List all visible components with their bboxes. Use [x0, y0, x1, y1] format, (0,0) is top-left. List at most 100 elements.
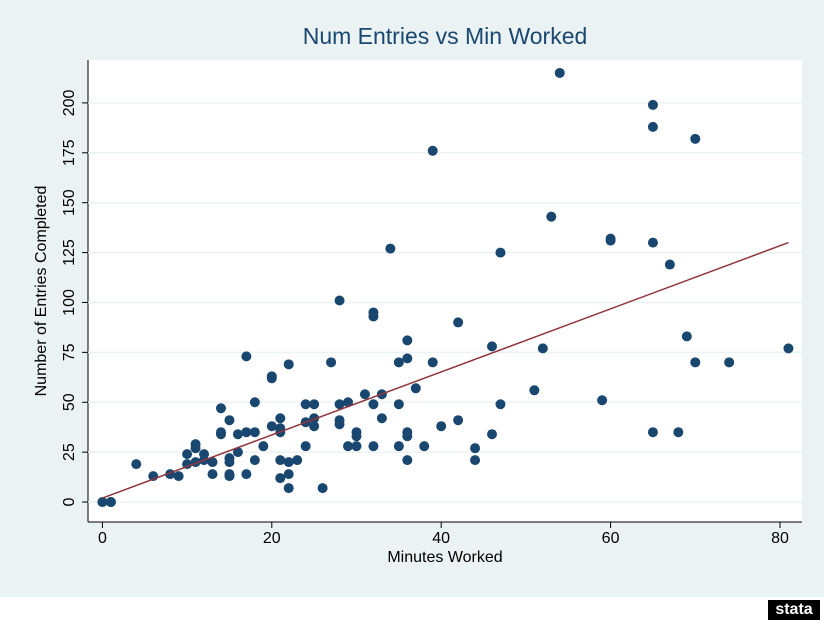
x-tick-label: 20 [263, 530, 281, 547]
point [402, 335, 413, 346]
point [215, 403, 226, 414]
point [182, 449, 193, 460]
point [393, 399, 404, 410]
point [283, 457, 294, 468]
point [495, 399, 506, 410]
point [182, 459, 193, 470]
point [275, 455, 286, 466]
point [275, 413, 286, 424]
point [393, 357, 404, 368]
point [402, 353, 413, 364]
point [427, 145, 438, 156]
point [368, 441, 379, 452]
point [487, 341, 498, 352]
point [266, 371, 277, 382]
y-tick-label: 125 [61, 239, 78, 266]
point [393, 441, 404, 452]
y-tick-label: 175 [61, 139, 78, 166]
point [215, 429, 226, 440]
point [647, 427, 658, 438]
point [224, 471, 235, 482]
point [283, 469, 294, 480]
y-tick-label: 50 [61, 393, 78, 411]
point [368, 311, 379, 322]
logo-box [768, 600, 820, 620]
point [351, 431, 362, 442]
point [495, 247, 506, 258]
point [224, 415, 235, 426]
point [647, 121, 658, 132]
point [554, 67, 565, 78]
point [681, 331, 692, 342]
point [470, 455, 481, 466]
point [207, 457, 218, 468]
x-tick-label: 0 [98, 530, 107, 547]
point [410, 383, 421, 394]
point [427, 357, 438, 368]
x-tick-label: 40 [432, 530, 450, 547]
point [173, 471, 184, 482]
point [783, 343, 794, 354]
point [402, 455, 413, 466]
point [249, 397, 260, 408]
point [207, 469, 218, 480]
point [241, 469, 252, 480]
point [309, 399, 320, 410]
y-tick-label: 25 [61, 443, 78, 461]
point [309, 421, 320, 432]
point [673, 427, 684, 438]
point [334, 419, 345, 430]
point [343, 441, 354, 452]
point [487, 429, 498, 440]
point [436, 421, 447, 432]
point [385, 243, 396, 254]
point [343, 397, 354, 408]
point [241, 427, 252, 438]
y-tick-label: 0 [61, 497, 78, 506]
point [241, 351, 252, 362]
point [419, 441, 430, 452]
x-axis-title: Minutes Worked [387, 549, 502, 566]
point [690, 133, 701, 144]
point [359, 389, 370, 400]
point [453, 415, 464, 426]
point [283, 483, 294, 494]
y-axis-title: Number of Entries Completed [33, 186, 50, 397]
point [292, 455, 303, 466]
point [351, 441, 362, 452]
point [283, 359, 294, 370]
point [131, 459, 142, 470]
point [97, 497, 108, 508]
y-tick-label: 200 [61, 89, 78, 116]
point [317, 483, 328, 494]
point [266, 421, 277, 432]
point [597, 395, 608, 406]
fit-line [102, 241, 789, 499]
point [232, 447, 243, 458]
point [300, 399, 311, 410]
point [326, 357, 337, 368]
point [232, 429, 243, 440]
logo: stata [775, 601, 812, 618]
point [647, 237, 658, 248]
y-tick-label: 75 [61, 343, 78, 361]
point [690, 357, 701, 368]
point [376, 413, 387, 424]
point [529, 385, 540, 396]
point [402, 431, 413, 442]
point [647, 99, 658, 110]
point [258, 441, 269, 452]
point [470, 443, 481, 454]
x-tick-label: 80 [771, 530, 789, 547]
point [724, 357, 735, 368]
point [224, 457, 235, 468]
point [190, 443, 201, 454]
point [334, 399, 345, 410]
x-tick-label: 60 [602, 530, 620, 547]
point [275, 473, 286, 484]
point [300, 441, 311, 452]
point [546, 211, 557, 222]
point [249, 455, 260, 466]
y-tick-label: 100 [61, 289, 78, 316]
